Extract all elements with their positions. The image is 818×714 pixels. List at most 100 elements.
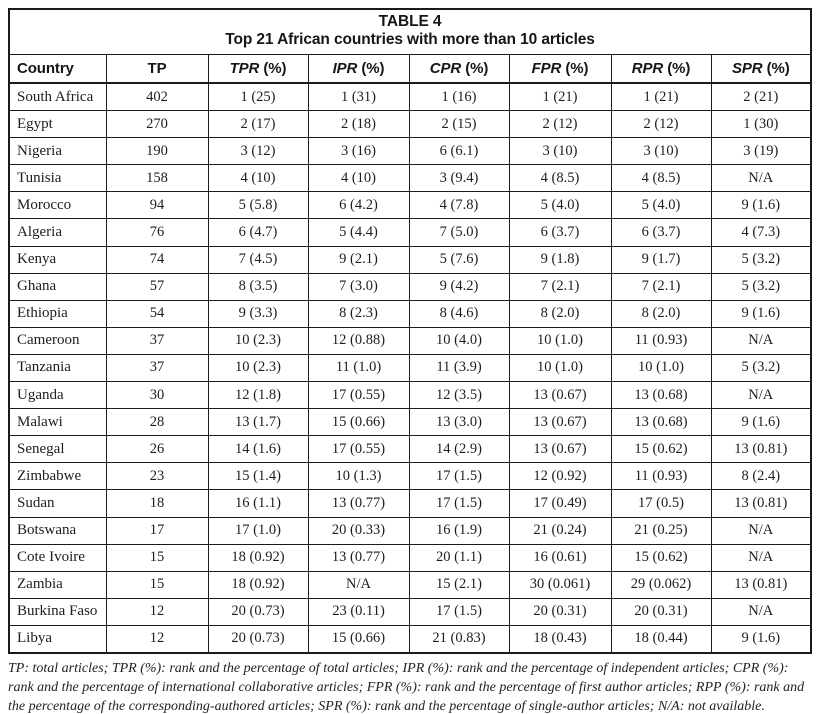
value-cell-spr: 5 (3.2) [710,353,812,383]
value-cell-tp: 37 [105,326,209,355]
table-title-cell: TABLE 4 Top 21 African countries with mo… [9,9,812,55]
value-cell-spr: N/A [710,164,812,193]
value-cell-fpr: 9 (1.8) [508,245,612,274]
value-cell-rpr: 7 (2.1) [610,272,712,301]
table-row: Cameroon 37 10 (2.3) 12 (0.88) 10 (4.0) 10 (1… [8,326,812,355]
value-cell-rpr: 3 (10) [610,137,712,166]
value-cell-tp: 74 [105,245,209,274]
value-cell-tpr: 13 (1.7) [207,408,309,437]
value-cell-spr: 2 (21) [710,82,812,112]
value-cell-tp: 12 [105,624,209,654]
table-row: Sudan 18 16 (1.1) 13 (0.77) 17 (1.5) 17 (0.49… [8,489,812,518]
value-cell-tpr: 14 (1.6) [207,435,309,464]
value-cell-spr: 13 (0.81) [710,435,812,464]
value-cell-ipr: 1 (31) [307,82,410,112]
value-cell-fpr: 3 (10) [508,137,612,166]
value-cell-fpr: 30 (0.061) [508,570,612,599]
table-footnote: TP: total articles; TPR (%): rank and th… [8,660,805,714]
value-cell-spr: N/A [710,516,812,545]
value-cell-ipr: 17 (0.55) [307,435,410,464]
country-cell: Ghana [8,272,107,301]
value-cell-tpr: 7 (4.5) [207,245,309,274]
column-header-country: Country [8,54,107,84]
value-cell-rpr: 11 (0.93) [610,326,712,355]
value-cell-fpr: 7 (2.1) [508,272,612,301]
value-cell-tp: 158 [105,164,209,193]
value-cell-tpr: 5 (5.8) [207,191,309,220]
table-row: Zimbabwe 23 15 (1.4) 10 (1.3) 17 (1.5) 12 (0.… [8,462,812,491]
value-cell-cpr: 8 (4.6) [408,299,510,328]
value-cell-fpr: 10 (1.0) [508,353,612,383]
value-cell-fpr: 8 (2.0) [508,299,612,328]
table-row: Nigeria 190 3 (12) 3 (16) 6 (6.1) 3 (10) 3 (10… [8,137,812,166]
value-cell-rpr: 13 (0.68) [610,381,712,410]
column-header-tp: TP [105,54,209,84]
table-row: Libya 12 20 (0.73) 15 (0.66) 21 (0.83) 18 (0.… [8,624,812,654]
value-cell-ipr: 11 (1.0) [307,353,410,383]
table-row: Morocco 94 5 (5.8) 6 (4.2) 4 (7.8) 5 (4.0) 5 (… [8,191,812,220]
value-cell-tpr: 17 (1.0) [207,516,309,545]
value-cell-cpr: 17 (1.5) [408,462,510,491]
value-cell-tpr: 15 (1.4) [207,462,309,491]
value-cell-ipr: 4 (10) [307,164,410,193]
table-row: Kenya 74 7 (4.5) 9 (2.1) 5 (7.6) 9 (1.8) 9 (1.… [8,245,812,274]
column-header-tpr: TPR (%) [207,54,309,84]
value-cell-tp: 94 [105,191,209,220]
value-cell-spr: 13 (0.81) [710,489,812,518]
value-cell-ipr: N/A [307,570,410,599]
value-cell-rpr: 17 (0.5) [610,489,712,518]
value-cell-cpr: 9 (4.2) [408,272,510,301]
value-cell-rpr: 21 (0.25) [610,516,712,545]
value-cell-cpr: 13 (3.0) [408,408,510,437]
value-cell-spr: 8 (2.4) [710,462,812,491]
value-cell-rpr: 13 (0.68) [610,408,712,437]
country-cell: Burkina Faso [8,597,107,626]
value-cell-tpr: 20 (0.73) [207,624,309,654]
column-header-rpr: RPR (%) [610,54,712,84]
value-cell-spr: 3 (19) [710,137,812,166]
value-cell-cpr: 15 (2.1) [408,570,510,599]
country-cell: Algeria [8,218,107,247]
value-cell-rpr: 10 (1.0) [610,353,712,383]
value-cell-ipr: 9 (2.1) [307,245,410,274]
value-cell-spr: 9 (1.6) [710,299,812,328]
country-cell: Nigeria [8,137,107,166]
country-cell: Zimbabwe [8,462,107,491]
value-cell-spr: 9 (1.6) [710,408,812,437]
value-cell-ipr: 15 (0.66) [307,624,410,654]
country-cell: Zambia [8,570,107,599]
country-cell: Tunisia [8,164,107,193]
column-header-ipr: IPR (%) [307,54,410,84]
value-cell-cpr: 10 (4.0) [408,326,510,355]
value-cell-tp: 28 [105,408,209,437]
value-cell-rpr: 15 (0.62) [610,543,712,572]
value-cell-tp: 76 [105,218,209,247]
value-cell-fpr: 16 (0.61) [508,543,612,572]
value-cell-ipr: 2 (18) [307,110,410,139]
value-cell-spr: 9 (1.6) [710,191,812,220]
value-cell-cpr: 14 (2.9) [408,435,510,464]
value-cell-tp: 30 [105,381,209,410]
value-cell-tpr: 8 (3.5) [207,272,309,301]
value-cell-rpr: 6 (3.7) [610,218,712,247]
table-row: Malawi 28 13 (1.7) 15 (0.66) 13 (3.0) 13 (0.6… [8,408,812,437]
value-cell-fpr: 10 (1.0) [508,326,612,355]
value-cell-spr: 5 (3.2) [710,272,812,301]
value-cell-tp: 190 [105,137,209,166]
value-cell-fpr: 1 (21) [508,82,612,112]
value-cell-cpr: 4 (7.8) [408,191,510,220]
value-cell-tp: 57 [105,272,209,301]
value-cell-cpr: 3 (9.4) [408,164,510,193]
value-cell-spr: 13 (0.81) [710,570,812,599]
value-cell-fpr: 21 (0.24) [508,516,612,545]
value-cell-tp: 15 [105,570,209,599]
column-header-fpr: FPR (%) [508,54,612,84]
value-cell-tpr: 9 (3.3) [207,299,309,328]
value-cell-spr: 4 (7.3) [710,218,812,247]
table-row: Ethiopia 54 9 (3.3) 8 (2.3) 8 (4.6) 8 (2.0) 8 … [8,299,812,328]
table-row: Cote Ivoire 15 18 (0.92) 13 (0.77) 20 (1.1) 1… [8,543,812,572]
value-cell-ipr: 6 (4.2) [307,191,410,220]
country-cell: Cote Ivoire [8,543,107,572]
value-cell-spr: 1 (30) [710,110,812,139]
country-cell: Senegal [8,435,107,464]
